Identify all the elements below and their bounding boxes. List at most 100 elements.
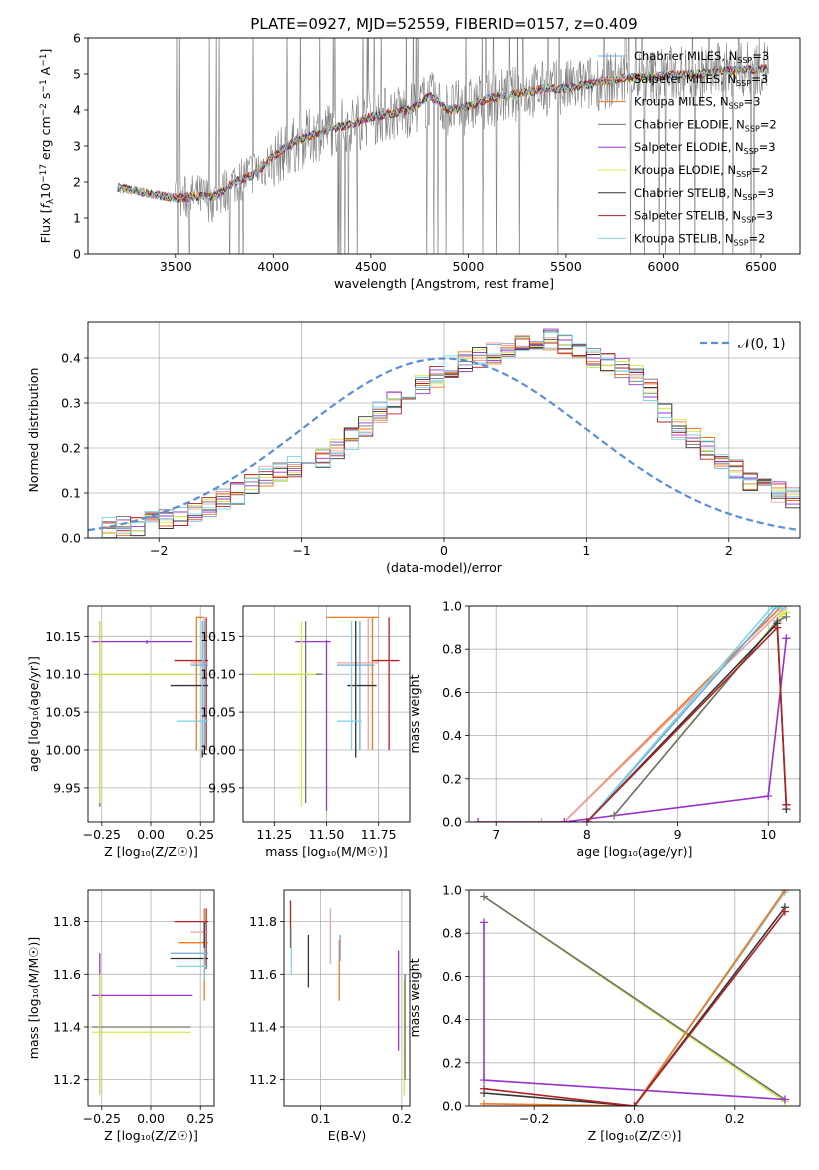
y-axis-label-part: −1 — [39, 79, 49, 92]
plus-marker — [782, 800, 791, 809]
histogram-step — [88, 341, 800, 538]
y-axis-label: mass weight — [407, 674, 422, 753]
y-tick-label: 10.00 — [45, 743, 81, 758]
plus-marker — [480, 1099, 489, 1106]
plus-marker — [764, 792, 773, 801]
chart-age-vs-mass: 11.25 11.50 11.75 9.95 10.00 10.05 10.10 10.15 m… — [200, 605, 411, 859]
y-axis-label-part: −17 — [39, 164, 49, 183]
legend-label: Chabrier ELODIE, NSSP=2 — [634, 117, 777, 133]
mass-weight-line — [586, 606, 783, 822]
model-spectrum-line — [116, 64, 769, 203]
y-tick-label: 1 — [73, 211, 81, 226]
axes-frame — [283, 889, 411, 1107]
x-tick-label: 9 — [674, 827, 682, 842]
x-tick-label: 0 — [440, 543, 448, 558]
y-tick-label: 10.10 — [45, 667, 81, 682]
x-tick-label: −2 — [150, 543, 168, 558]
histogram-step — [88, 335, 800, 538]
plot-area — [480, 890, 789, 1106]
x-tick-label: 11.50 — [309, 827, 345, 842]
plot-area — [253, 616, 400, 811]
y-tick-label: 0.2 — [442, 771, 462, 786]
axes-frame — [87, 321, 801, 539]
y-axis-label: Flux [fλ10−17 erg cm−2 s−1 A−1] — [38, 49, 56, 244]
x-tick-label: 4000 — [257, 259, 289, 274]
legend-label-sub: SSP — [744, 147, 759, 156]
y-tick-label: 6 — [73, 31, 81, 46]
legend-label: Salpeter MILES, NSSP=3 — [634, 72, 768, 88]
model-spectrum-line — [116, 64, 769, 204]
y-axis-label-part: −2 — [39, 103, 49, 116]
x-tick-label: −1 — [292, 543, 310, 558]
y-tick-label: 10.10 — [200, 667, 236, 682]
plus-marker — [780, 1095, 789, 1104]
legend-label-sub: SSP — [736, 170, 751, 179]
x-tick-label: 4500 — [355, 259, 387, 274]
plot-area — [116, 38, 769, 254]
y-tick-label: 11.4 — [249, 1019, 277, 1034]
x-axis-label: (data-model)/error — [386, 560, 503, 575]
x-tick-label: 11.25 — [256, 827, 292, 842]
legend-label-suffix: =3 — [756, 209, 773, 223]
plus-marker — [780, 907, 789, 916]
axes-frame — [242, 605, 411, 823]
y-tick-label: 11.6 — [249, 967, 277, 982]
plot-area — [289, 900, 406, 1096]
chart-massweight-vs-Z: −0.2 0.0 0.2 0.0 0.2 0.4 0.6 0.8 1.0 Z [log₁₀(Z/Z… — [407, 883, 801, 1143]
plus-marker — [480, 918, 489, 927]
plus-marker — [780, 890, 789, 894]
chart-spectrum: 3500 4000 4500 5000 5500 6000 6500 0 1 2 3 4 5 6 wavel… — [38, 31, 801, 291]
plot-area — [88, 328, 800, 538]
histogram-step — [88, 338, 800, 538]
x-tick-label: 6500 — [745, 259, 777, 274]
y-tick-label: 3 — [73, 139, 81, 154]
y-tick-label: 4 — [73, 103, 81, 118]
plus-marker — [480, 1076, 489, 1085]
plus-marker — [630, 1102, 639, 1106]
legend-label-suffix: =3 — [744, 95, 761, 109]
plus-marker — [480, 892, 489, 901]
mass-weight-line — [478, 606, 787, 822]
x-tick-label: 1 — [582, 543, 590, 558]
plot-area — [474, 606, 791, 822]
x-tick-label: 5000 — [452, 259, 484, 274]
plus-marker — [782, 612, 791, 621]
legend-label: Chabrier STELIB, NSSP=3 — [634, 186, 774, 202]
model-spectrum-line — [117, 65, 769, 203]
y-tick-label: 0.4 — [442, 728, 462, 743]
y-tick-label: 9.95 — [53, 780, 81, 795]
legend-label: Kroupa MILES, NSSP=3 — [634, 95, 760, 111]
legend-label: Salpeter STELIB, NSSP=3 — [634, 209, 773, 225]
y-tick-label: 0.0 — [442, 815, 462, 830]
y-tick-label: 11.6 — [53, 967, 81, 982]
x-tick-label: 10 — [760, 827, 776, 842]
legend-label-sub: SSP — [745, 124, 760, 133]
y-tick-label: 11.8 — [249, 914, 277, 929]
x-tick-label: 0.1 — [311, 1111, 331, 1126]
y-axis-label-part: f — [38, 203, 53, 209]
mass-weight-line — [483, 890, 786, 1106]
y-axis-label-part: λ — [46, 198, 56, 204]
legend-label-sub: SSP — [729, 102, 744, 111]
axes-frame — [87, 37, 801, 255]
plus-marker — [537, 818, 546, 822]
y-tick-label: 5 — [73, 67, 81, 82]
axes-frame — [468, 605, 801, 823]
chart-mass-vs-EBV: 0.1 0.2 11.2 11.4 11.6 11.8 E(B-V) — [249, 889, 412, 1143]
legend-label: Kroupa STELIB, NSSP=2 — [634, 231, 765, 247]
x-tick-label: 0.0 — [625, 1111, 645, 1126]
x-tick-label: 0.00 — [137, 827, 165, 842]
x-tick-label: 0.2 — [392, 1111, 412, 1126]
legend-label-suffix: =2 — [760, 117, 777, 131]
y-tick-label: 10.05 — [45, 705, 81, 720]
legend-label-suffix: =3 — [751, 72, 768, 86]
x-axis-label: Z [log₁₀(Z/Z☉)] — [588, 1128, 682, 1143]
plus-marker — [610, 811, 619, 820]
y-tick-label: 1.0 — [442, 599, 462, 614]
legend-label: Salpeter ELODIE, NSSP=3 — [634, 140, 776, 156]
mass-weight-line — [613, 616, 787, 817]
y-tick-label: 0.2 — [61, 441, 81, 456]
plus-marker — [582, 818, 591, 822]
y-tick-label: 0 — [73, 247, 81, 262]
legend-label-suffix: =3 — [759, 140, 776, 154]
